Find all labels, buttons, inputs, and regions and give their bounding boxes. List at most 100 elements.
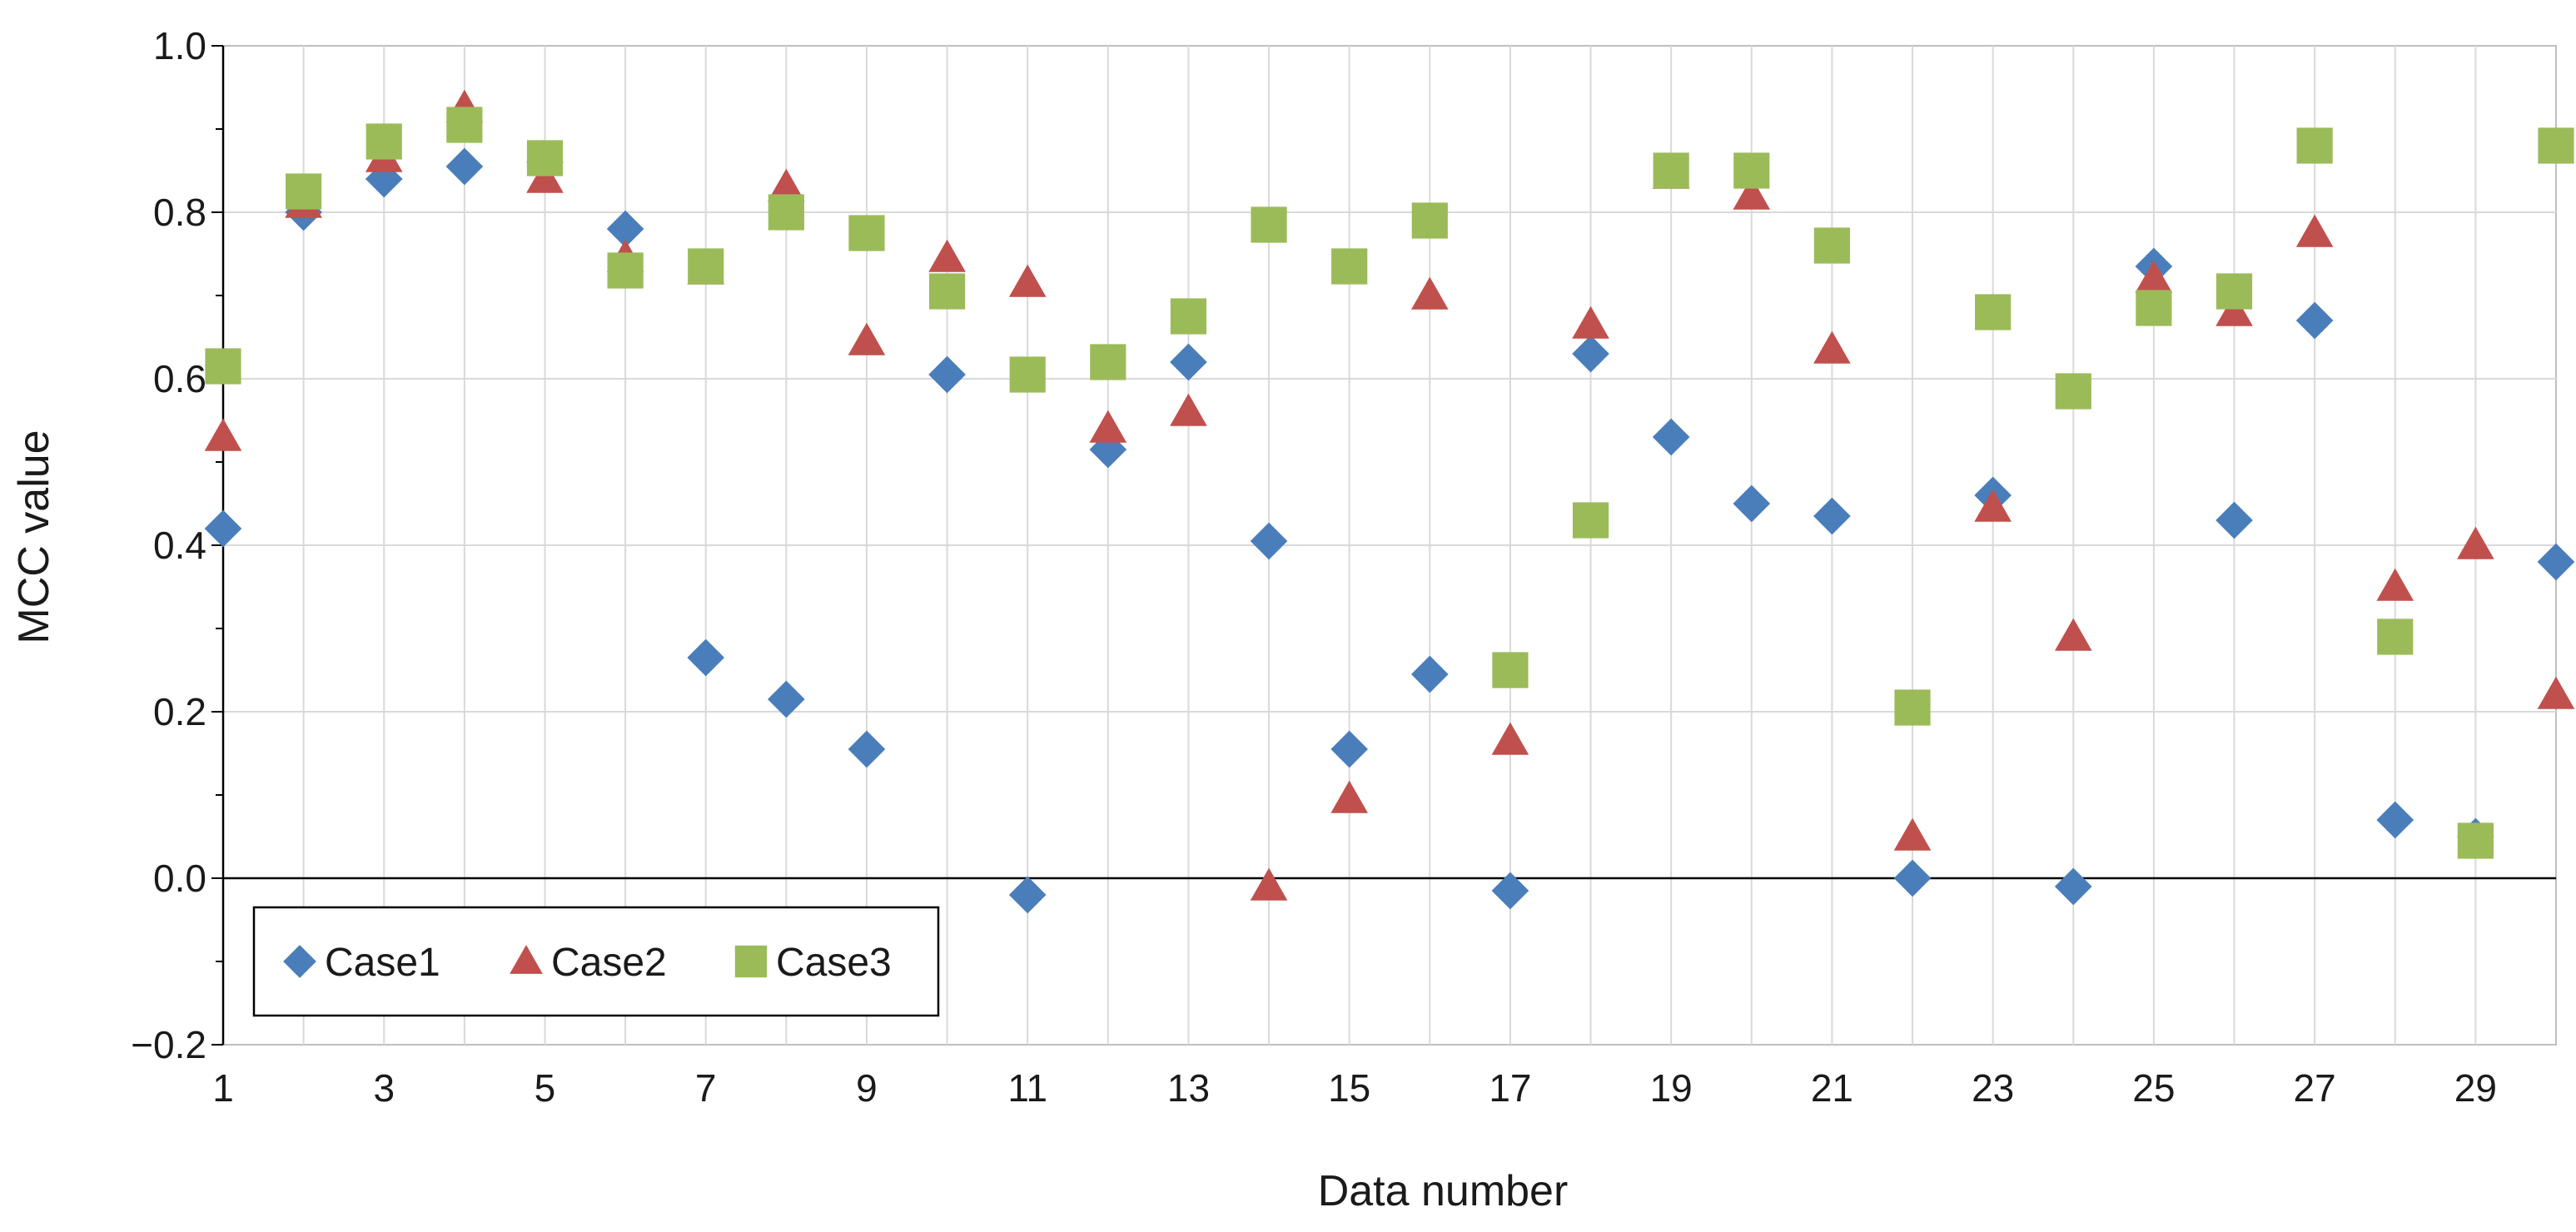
- data-point-case2: [928, 239, 966, 272]
- data-point-case1: [445, 147, 484, 186]
- data-point-case1: [848, 730, 886, 768]
- y-tick-label: 0.2: [153, 690, 206, 733]
- x-tick-label: 25: [2132, 1066, 2175, 1110]
- y-tick-label: 0.4: [153, 524, 206, 567]
- data-point-case3: [1894, 689, 1931, 726]
- series-Case3: [205, 107, 2574, 859]
- data-point-case3: [2377, 618, 2414, 655]
- data-point-case3: [688, 248, 724, 285]
- data-point-case3: [446, 107, 483, 143]
- legend: Case1 Case2 Case3: [252, 906, 940, 1017]
- x-tick-label: 21: [1811, 1066, 1853, 1110]
- marker-layer: [204, 89, 2575, 914]
- data-point-case1: [1733, 484, 1771, 523]
- data-point-case2: [526, 160, 564, 193]
- data-point-case3: [768, 194, 804, 231]
- data-point-case3: [1733, 152, 1770, 189]
- data-point-case1: [1250, 522, 1288, 560]
- data-point-case3: [1492, 652, 1529, 688]
- data-point-case3: [1009, 356, 1046, 393]
- data-point-case3: [1331, 248, 1368, 285]
- data-point-case1: [1008, 876, 1047, 914]
- data-point-case3: [1090, 344, 1126, 380]
- data-point-case3: [928, 273, 966, 310]
- data-point-case1: [1410, 655, 1449, 693]
- data-point-case2: [1008, 264, 1047, 297]
- data-point-case2: [1250, 867, 1288, 901]
- data-point-case2: [2376, 568, 2414, 601]
- data-point-case3: [1813, 227, 1851, 264]
- legend-marker-case1: [283, 945, 316, 978]
- legend-label-case2: Case2: [551, 941, 667, 985]
- data-point-case2: [2054, 618, 2092, 651]
- legend-label-case1: Case1: [325, 941, 440, 985]
- data-point-case1: [2376, 801, 2414, 839]
- data-point-case3: [2136, 290, 2172, 326]
- x-tick-label: 23: [1972, 1066, 2014, 1110]
- data-point-case1: [768, 680, 805, 718]
- data-point-case1: [2215, 501, 2253, 539]
- data-point-case1: [687, 638, 725, 677]
- x-tick-label: 1: [212, 1066, 234, 1110]
- x-tick-label: 5: [535, 1066, 556, 1110]
- data-point-case1: [606, 210, 644, 248]
- data-point-case1: [928, 355, 966, 394]
- data-point-case2: [204, 418, 242, 451]
- data-point-case1: [1813, 497, 1851, 535]
- data-point-case1: [1893, 859, 1932, 897]
- legend-label-case3: Case3: [776, 941, 892, 985]
- data-point-case2: [1974, 489, 2012, 522]
- y-axis-title: MCC value: [10, 430, 58, 643]
- legend-box: [252, 906, 940, 1017]
- data-point-case3: [1170, 298, 1207, 335]
- data-point-case1: [2054, 867, 2092, 906]
- y-tick-label: −0.2: [131, 1023, 206, 1066]
- x-tick-label: 15: [1328, 1066, 1370, 1110]
- data-point-case2: [2215, 293, 2253, 326]
- data-point-case1: [1572, 335, 1609, 373]
- x-tick-label: 27: [2294, 1066, 2336, 1110]
- data-point-case3: [2055, 373, 2091, 410]
- data-point-case1: [2537, 543, 2575, 581]
- x-tick-label: 3: [373, 1066, 395, 1110]
- data-point-case3: [286, 173, 322, 210]
- data-point-case1: [1170, 343, 1207, 381]
- data-point-case2: [1813, 330, 1851, 364]
- x-tick-label: 13: [1167, 1066, 1210, 1110]
- data-point-case3: [1251, 206, 1287, 243]
- y-tick-label: 0.6: [153, 357, 206, 400]
- data-point-case2: [2135, 260, 2173, 293]
- data-point-case2: [1089, 410, 1127, 443]
- data-point-case3: [607, 252, 644, 289]
- data-point-case1: [2295, 301, 2334, 340]
- data-point-case3: [2296, 127, 2333, 164]
- data-point-case3: [526, 140, 564, 176]
- data-point-case2: [2295, 214, 2334, 247]
- data-point-case1: [1491, 872, 1529, 910]
- data-point-case3: [366, 123, 402, 160]
- x-tick-label: 29: [2454, 1066, 2497, 1110]
- data-point-case3: [1653, 152, 1689, 189]
- data-point-case3: [1975, 294, 2012, 330]
- y-tick-label: 1.0: [153, 24, 206, 67]
- data-point-case3: [2538, 127, 2574, 164]
- data-point-case2: [2457, 526, 2494, 559]
- data-point-case2: [1330, 780, 1369, 813]
- data-point-case2: [848, 322, 886, 355]
- data-point-case3: [2457, 822, 2494, 859]
- x-tick-label: 11: [1007, 1066, 1047, 1110]
- legend-marker-case3: [734, 945, 768, 978]
- data-point-case3: [848, 215, 885, 251]
- data-point-case3: [2215, 273, 2253, 310]
- x-tick-label: 19: [1650, 1066, 1693, 1110]
- data-point-case2: [1170, 393, 1207, 426]
- data-point-case2: [1733, 176, 1771, 210]
- y-tick-label: 0.0: [153, 857, 206, 900]
- data-point-case2: [768, 168, 805, 201]
- data-point-case2: [1572, 306, 1609, 339]
- x-tick-label: 9: [856, 1066, 878, 1110]
- legend-marker-case2: [510, 945, 543, 974]
- x-axis-title: Data number: [1318, 1167, 1569, 1215]
